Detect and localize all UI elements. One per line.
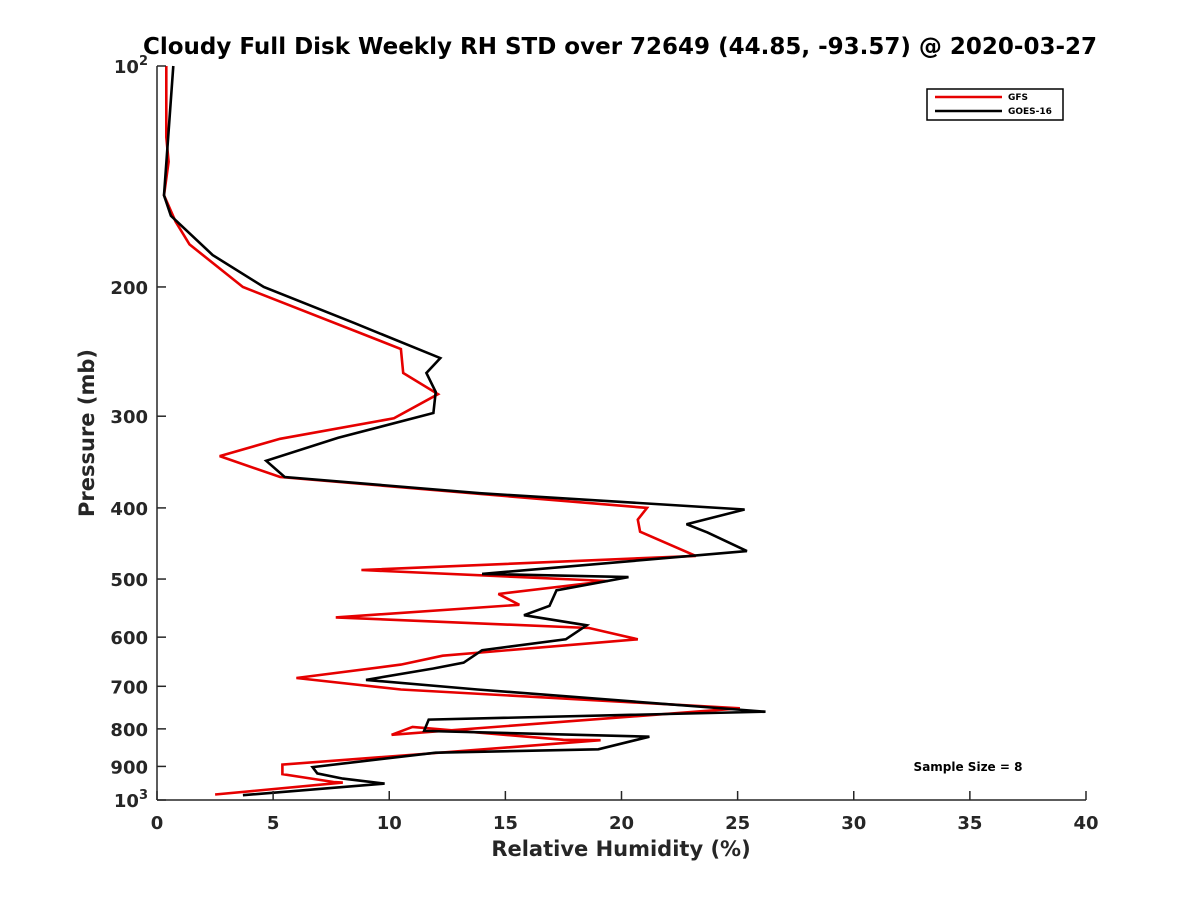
x-tick-label-7: 35 [957,813,982,834]
plot-area [162,65,766,797]
x-tick-label-0: 0 [151,813,164,834]
x-ticks: 0 5 10 15 20 25 30 35 40 [151,791,1099,834]
x-tick-label-4: 20 [609,813,634,834]
y-tick-label-6: 700 [110,677,148,698]
y-tick-label-4: 500 [110,570,148,591]
chart-title: Cloudy Full Disk Weekly RH STD over 7264… [143,34,1097,60]
y-tick-label-1: 200 [110,278,148,299]
axes: 0 5 10 15 20 25 30 35 40 102 200 300 400 500 600 700 80… [110,54,1098,834]
legend: GFS GOES-16 [926,88,1064,121]
y-tick-label-8: 900 [110,757,148,778]
x-tick-label-1: 5 [267,813,280,834]
y-tick-label-7: 800 [110,720,148,741]
x-tick-label-2: 10 [377,813,402,834]
x-tick-label-8: 40 [1073,813,1098,834]
sample-size-annotation: Sample Size = 8 [914,760,1023,774]
x-axis-label: Relative Humidity (%) [491,837,750,861]
x-tick-label-3: 15 [493,813,518,834]
y-tick-label-0: 102 [114,54,148,78]
legend-label-goes-16: GOES-16 [1008,107,1052,117]
x-tick-label-6: 30 [841,813,866,834]
series-line-gfs [162,66,740,796]
y-tick-label-9: 103 [114,788,148,812]
x-tick-label-5: 25 [725,813,750,834]
legend-label-gfs: GFS [1008,93,1028,103]
y-ticks: 102 200 300 400 500 600 700 800 900 103 [110,54,166,812]
y-tick-label-3: 400 [110,499,148,520]
series-line-goes-16 [162,65,766,797]
y-axis-label: Pressure (mb) [75,349,99,517]
legend-box [926,88,1064,121]
y-tick-label-5: 600 [110,628,148,649]
y-tick-label-2: 300 [110,407,148,428]
